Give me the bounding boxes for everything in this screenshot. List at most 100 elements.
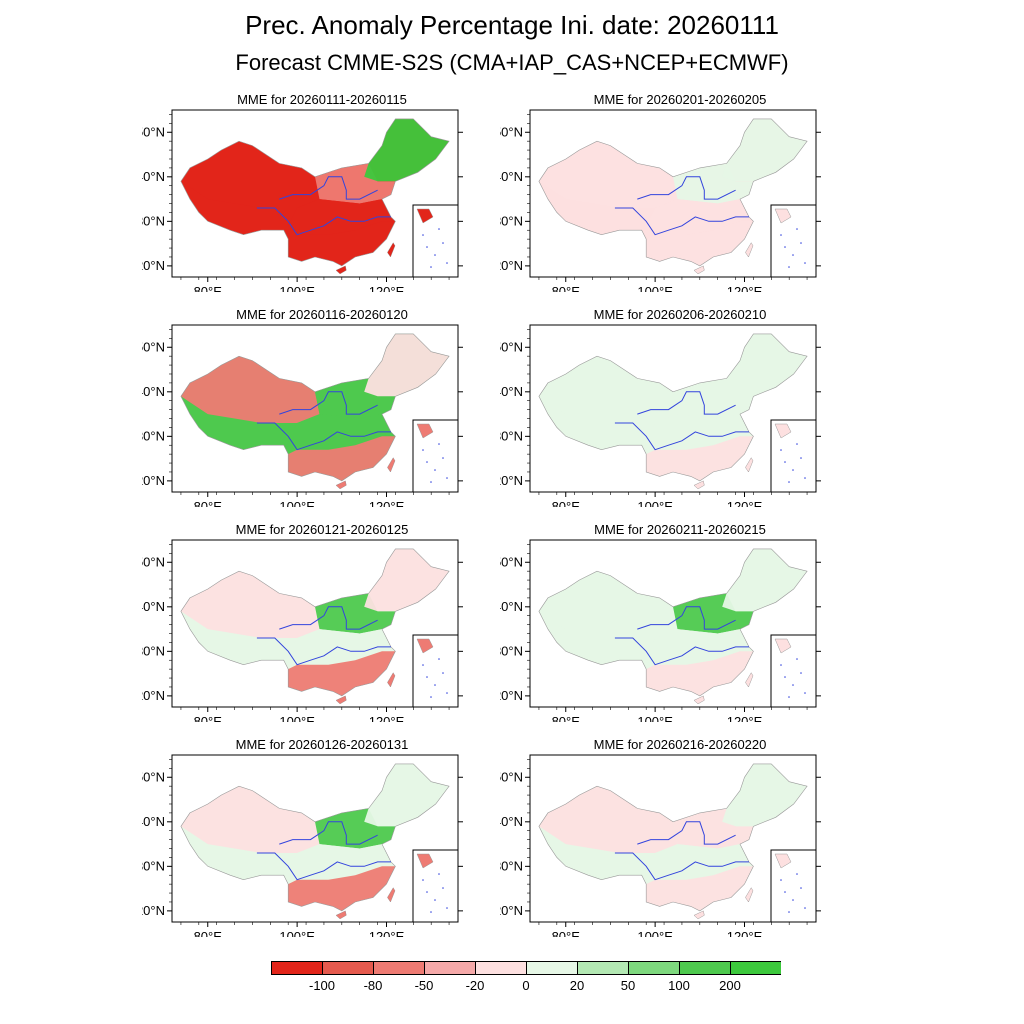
inset-island-dot [792,254,794,256]
region-central [288,629,391,665]
inset-island-dot [788,911,790,913]
map-canvas: 50°N 40°N 30°N 20°N 80°E 100°E 120°E [142,754,463,937]
lon-label: 80°E [552,929,581,937]
inset-island-dot [784,891,786,893]
china-border [538,548,808,697]
map-frame [529,109,817,278]
taiwan-island [387,242,396,258]
colorbar-tick-label: -50 [414,978,434,993]
china-border [180,763,450,912]
hainan-island [693,695,705,705]
china-border [538,333,808,482]
lon-label: 80°E [552,284,581,292]
region-northwest [180,571,320,638]
inset-island-dot [430,696,432,698]
map-canvas: 50°N 40°N 30°N 20°N 80°E 100°E 120°E [142,109,463,292]
map-frame [171,324,459,493]
lat-label: 50°N [500,769,523,784]
inset-island-dot [442,672,444,674]
map-canvas: 50°N 40°N 30°N 20°N 80°E 100°E 120°E [142,539,463,722]
lon-label: 80°E [552,499,581,507]
inset-island-dot [788,696,790,698]
inset-island-dot [442,887,444,889]
inset-island-dot [796,443,798,445]
taiwan-island [745,457,754,473]
yellow-river [279,606,378,630]
colorbar-tick-label: -80 [363,978,383,993]
region-northwest [538,141,678,208]
inset-island-dot [422,879,424,881]
yellow-river [279,176,378,200]
inset-island-dot [442,457,444,459]
region-north [315,163,396,204]
hainan-island [335,910,347,920]
inset-island-dot [784,676,786,678]
colorbar-box [526,961,578,975]
inset-island-dot [422,449,424,451]
colorbar-box [271,961,323,975]
hainan-island [335,265,347,275]
map-panel-2: MME for 20260116-20260120 50°N 40°N 30°N 20°… [142,307,502,507]
lat-label: 20°N [142,688,165,703]
lat-label: 50°N [142,124,165,139]
lat-label: 50°N [142,339,165,354]
inset-island-dot [788,481,790,483]
colorbar-tick-label: 100 [668,978,690,993]
inset-island-dot [780,449,782,451]
map-panel-5: MME for 20260201-20260205 50°N 40°N 30°N 20°… [500,92,860,292]
map-frame [171,539,459,708]
map-frame [171,754,459,923]
inset-land [416,853,434,869]
region-northwest [538,571,678,638]
map-canvas: 50°N 40°N 30°N 20°N 80°E 100°E 120°E [500,324,821,507]
lat-label: 50°N [142,769,165,784]
hainan-island [335,695,347,705]
lat-label: 30°N [142,213,165,228]
lon-label: 120°E [727,929,763,937]
colorbar-box [577,961,629,975]
colorbar: -100 -80 -50 -20 0 20 50 100 200 [271,961,782,1001]
yellow-river [637,606,736,630]
colorbar-box [373,961,425,975]
taiwan-island [745,887,754,903]
region-central [288,414,391,450]
inset-island-dot [434,469,436,471]
region-north [673,808,754,849]
lat-label: 40°N [500,599,523,614]
inset-land [774,638,792,654]
inset-island-dot [438,228,440,230]
lon-label: 100°E [279,499,315,507]
panel-title: MME for 20260216-20260220 [593,737,767,752]
china-border [180,333,450,482]
lon-label: 120°E [369,929,405,937]
figure-title: Prec. Anomaly Percentage Ini. date: 2026… [245,10,779,40]
map-panel-4: MME for 20260126-20260131 50°N 40°N 30°N 20°… [142,737,502,937]
region-central [646,844,749,880]
inset-island-dot [780,664,782,666]
inset-island-dot [438,658,440,660]
lat-label: 30°N [142,428,165,443]
colorbar-box [679,961,731,975]
map-panel-8: MME for 20260216-20260220 50°N 40°N 30°N 20°… [500,737,860,937]
inset-island-dot [430,481,432,483]
region-south [288,651,396,696]
inset-island-dot [434,899,436,901]
lat-label: 50°N [500,124,523,139]
china-border [538,763,808,912]
inset-island-dot [784,246,786,248]
region-north [315,808,396,849]
map-canvas: 50°N 40°N 30°N 20°N 80°E 100°E 120°E [500,754,821,937]
colorbar-box [475,961,527,975]
lat-label: 20°N [500,473,523,488]
region-south [288,436,396,481]
hainan-island [693,265,705,275]
colorbar-box [322,961,374,975]
lat-label: 40°N [142,169,165,184]
inset-island-dot [796,228,798,230]
lon-label: 80°E [194,714,223,722]
map-frame [529,539,817,708]
yangtze-river [614,852,749,881]
hainan-island [693,480,705,490]
inset-island-dot [446,262,448,264]
lon-label: 80°E [194,929,223,937]
